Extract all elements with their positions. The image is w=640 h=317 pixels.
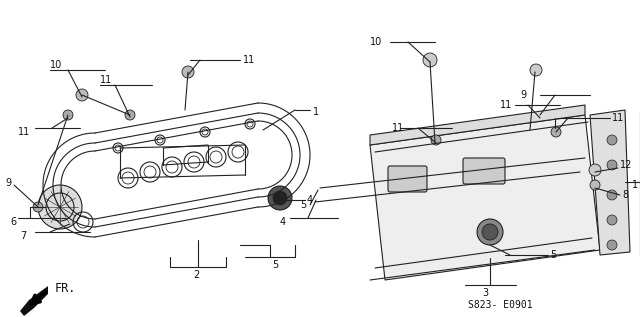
Polygon shape	[370, 115, 600, 280]
Text: 8: 8	[622, 190, 628, 200]
Text: 4: 4	[307, 195, 313, 205]
Text: 5: 5	[272, 260, 278, 270]
Text: 9: 9	[5, 178, 11, 188]
Text: 11: 11	[243, 55, 255, 65]
Polygon shape	[590, 110, 630, 255]
Circle shape	[273, 191, 287, 205]
Text: 4: 4	[280, 217, 286, 227]
Circle shape	[530, 64, 542, 76]
Circle shape	[607, 240, 617, 250]
Text: 5: 5	[300, 200, 307, 210]
Text: S823- E0901: S823- E0901	[468, 300, 532, 310]
Text: FR.: FR.	[55, 281, 76, 294]
Polygon shape	[370, 105, 585, 145]
Text: 11: 11	[392, 123, 404, 133]
Circle shape	[38, 185, 82, 229]
Circle shape	[125, 110, 135, 120]
Text: 1: 1	[632, 180, 638, 190]
Text: 5: 5	[550, 250, 556, 260]
Circle shape	[551, 127, 561, 137]
Circle shape	[33, 202, 43, 212]
Circle shape	[482, 224, 498, 240]
Text: 11: 11	[100, 75, 112, 85]
Text: 11: 11	[18, 127, 30, 137]
Circle shape	[607, 190, 617, 200]
FancyBboxPatch shape	[463, 158, 505, 184]
Text: 6: 6	[10, 217, 16, 227]
Text: 9: 9	[520, 90, 526, 100]
Text: 12: 12	[620, 160, 632, 170]
Text: 7: 7	[20, 231, 26, 241]
Text: 2: 2	[193, 270, 199, 280]
Circle shape	[607, 160, 617, 170]
Circle shape	[477, 219, 503, 245]
FancyBboxPatch shape	[388, 166, 427, 192]
Text: 11: 11	[612, 113, 624, 123]
Text: 1: 1	[313, 107, 319, 117]
Circle shape	[63, 110, 73, 120]
Text: 10: 10	[50, 60, 62, 70]
Circle shape	[589, 164, 601, 176]
Polygon shape	[20, 286, 48, 316]
Circle shape	[590, 180, 600, 190]
Circle shape	[268, 186, 292, 210]
Circle shape	[76, 89, 88, 101]
Circle shape	[607, 215, 617, 225]
Circle shape	[423, 53, 437, 67]
Circle shape	[182, 66, 194, 78]
Circle shape	[431, 135, 441, 145]
Text: 11: 11	[500, 100, 512, 110]
Text: 3: 3	[482, 288, 488, 298]
Text: 10: 10	[370, 37, 382, 47]
Circle shape	[607, 135, 617, 145]
